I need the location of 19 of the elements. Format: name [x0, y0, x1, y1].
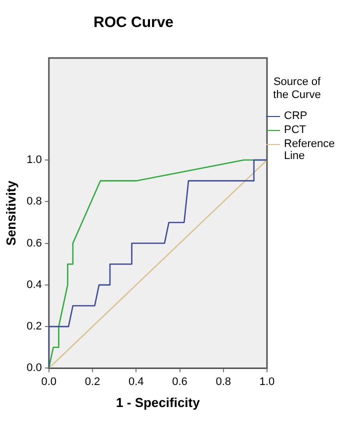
legend-label: Reference Line	[284, 138, 335, 162]
legend-title: Source of the Curve	[272, 76, 322, 102]
x-tick-label: 0.8	[216, 376, 232, 388]
y-tick-label: 0.6	[26, 237, 42, 250]
x-tick-label: 0.2	[84, 376, 100, 388]
x-tick-label: 1.0	[259, 376, 275, 388]
y-axis-title: Sensitivity	[3, 180, 18, 246]
x-axis-title: 1 - Specificity	[116, 394, 201, 410]
y-tick-label: 0.2	[26, 320, 42, 333]
y-tick-label: 0.8	[26, 196, 42, 208]
legend-label: PCT	[284, 124, 307, 136]
x-tick-label: 0.4	[128, 376, 144, 388]
y-tick-label: 0.4	[26, 278, 42, 291]
legend-label: CRP	[284, 110, 308, 122]
x-tick-label: 0.6	[172, 376, 188, 388]
chart-title: ROC Curve	[93, 14, 174, 32]
y-tick-label: 1.0	[26, 154, 42, 166]
x-tick-label: 0.0	[41, 376, 57, 388]
y-tick-label: 0.0	[26, 362, 42, 374]
